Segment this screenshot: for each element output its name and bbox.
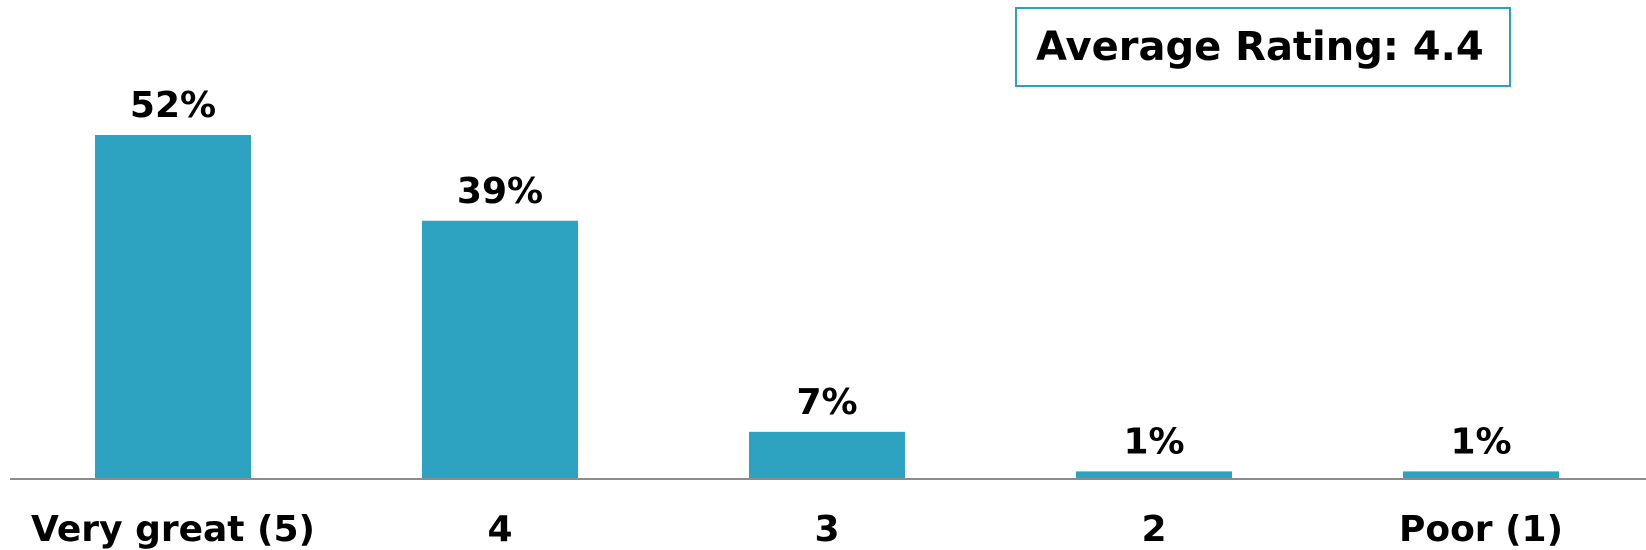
bar-value-label-1: 52% bbox=[130, 85, 216, 126]
bar-value-label-2: 39% bbox=[457, 171, 543, 212]
average-rating-text: Average Rating: 4.4 bbox=[1036, 24, 1484, 70]
bar-1 bbox=[95, 135, 251, 478]
average-rating-box: Average Rating: 4.4 bbox=[1015, 7, 1511, 87]
bar-2 bbox=[422, 220, 578, 478]
bar-value-label-5: 1% bbox=[1450, 421, 1511, 462]
value-labels-layer: 52% 39% 7% 1% 1% bbox=[130, 85, 1512, 462]
bar-3 bbox=[749, 431, 905, 478]
category-label-2: 4 bbox=[487, 509, 512, 550]
bar-value-label-4: 1% bbox=[1123, 421, 1184, 462]
bar-5 bbox=[1403, 471, 1559, 478]
category-label-1: Very great (5) bbox=[31, 509, 315, 550]
category-label-3: 3 bbox=[814, 509, 839, 550]
bars-layer bbox=[95, 135, 1559, 478]
bar-4 bbox=[1076, 471, 1232, 478]
category-label-4: 2 bbox=[1141, 509, 1166, 550]
bar-value-label-3: 7% bbox=[796, 382, 857, 423]
category-label-5: Poor (1) bbox=[1399, 509, 1563, 550]
category-labels-layer: Very great (5) 4 3 2 Poor (1) bbox=[31, 509, 1563, 550]
